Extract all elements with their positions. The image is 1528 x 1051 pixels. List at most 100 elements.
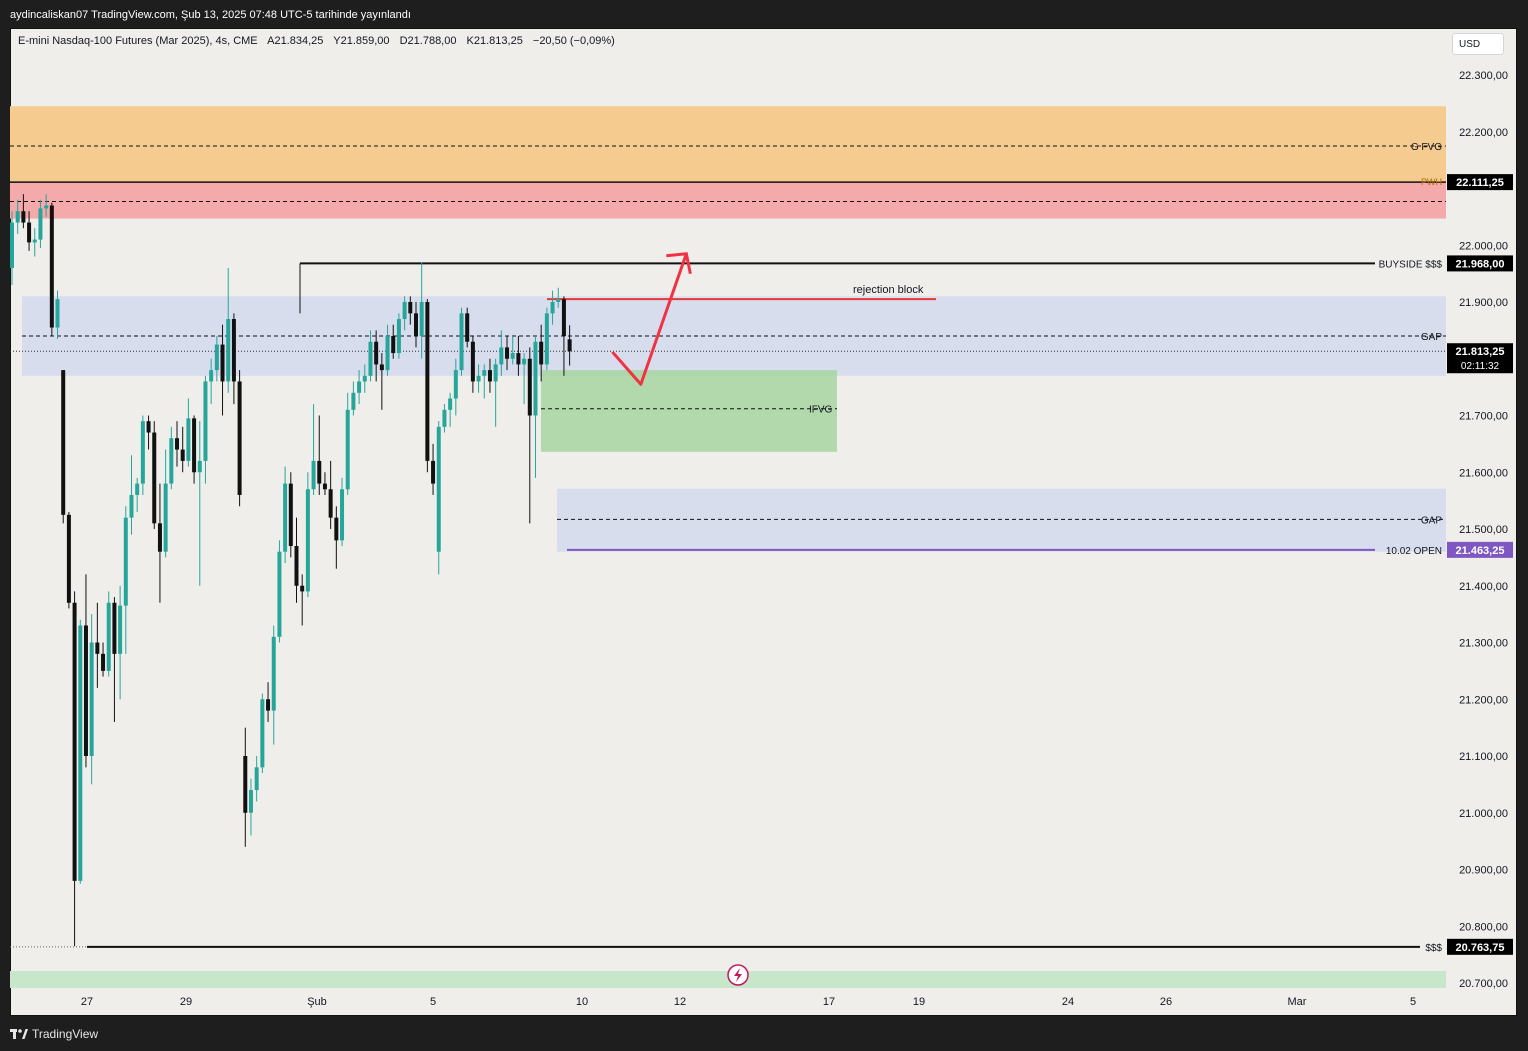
x-tick-label: Mar xyxy=(1288,996,1307,1008)
candle-9 xyxy=(61,370,66,524)
currency-button[interactable]: USD xyxy=(1452,33,1504,55)
tradingview-logo-icon xyxy=(10,1029,28,1039)
candle-71 xyxy=(413,302,418,348)
candle-body xyxy=(527,358,532,416)
zone-2 xyxy=(10,182,1446,219)
candle-body xyxy=(49,205,54,328)
candle-63 xyxy=(368,330,373,382)
open-price-label: 21.463,25 xyxy=(1447,541,1513,558)
candlestick-chart[interactable]: rejection block G FVG GAP GAP IFVG PWH BUYSIDE… xyxy=(10,28,1517,1016)
countdown-text: 02:11:32 xyxy=(1461,361,1500,372)
candle-1 xyxy=(15,199,20,234)
candle-60 xyxy=(351,381,356,416)
candle-41 xyxy=(243,727,248,847)
rejection-block-label: rejection block xyxy=(853,284,924,296)
candle-59 xyxy=(345,392,350,495)
last-price-label-text: 21.813,25 xyxy=(1456,346,1505,358)
candle-body xyxy=(340,489,345,541)
candle-body xyxy=(505,347,510,359)
buyside-label: BUYSIDE $$$ xyxy=(1379,259,1443,270)
candle-35 xyxy=(209,358,214,405)
y-tick-label: 21.000,00 xyxy=(1459,808,1508,820)
x-tick-label: Şub xyxy=(307,996,327,1008)
candle-57 xyxy=(334,506,339,569)
gfvg-label: G FVG xyxy=(1411,142,1442,153)
buyside-price-label: 21.968,00 xyxy=(1447,255,1513,272)
candle-body xyxy=(516,353,521,365)
candle-22 xyxy=(135,477,140,512)
legend-change: −20,50 (−0,09%) xyxy=(532,35,615,47)
y-tick-label: 21.100,00 xyxy=(1459,751,1508,763)
candle-body xyxy=(317,460,322,484)
candle-body xyxy=(408,302,413,314)
candle-body xyxy=(567,339,572,352)
candle-body xyxy=(391,336,396,354)
y-tick-label: 21.600,00 xyxy=(1459,467,1508,479)
candle-93 xyxy=(539,324,544,382)
candle-14 xyxy=(89,614,94,785)
candle-38 xyxy=(226,267,231,393)
y-tick-label: 21.400,00 xyxy=(1459,581,1508,593)
candle-73 xyxy=(425,299,430,473)
candle-body xyxy=(544,313,549,365)
legend-open: A21.834,25 xyxy=(267,35,324,47)
candle-26 xyxy=(157,483,162,603)
candle-23 xyxy=(140,415,145,495)
candle-body xyxy=(38,208,43,240)
candle-body xyxy=(140,421,145,484)
candle-5 xyxy=(38,199,43,249)
candle-85 xyxy=(493,358,498,427)
bottom-strip xyxy=(10,971,1446,988)
candle-29 xyxy=(175,421,180,467)
candle-body xyxy=(112,602,117,654)
candle-body xyxy=(436,426,441,552)
x-tick-label: 27 xyxy=(81,996,93,1008)
candle-16 xyxy=(101,642,106,677)
candle-body xyxy=(368,341,373,376)
candle-body xyxy=(231,319,236,382)
candle-34 xyxy=(203,375,208,484)
buyside-price-label-text: 21.968,00 xyxy=(1456,258,1505,270)
candle-body xyxy=(78,625,83,881)
y-tick-label: 21.300,00 xyxy=(1459,638,1508,650)
projection-arrowhead xyxy=(666,252,692,275)
candle-body xyxy=(334,517,339,541)
replay-icon-bolt xyxy=(734,968,742,982)
sellside-price-label-bg xyxy=(1447,938,1513,955)
pwh-price-label: 22.111,25 xyxy=(1447,174,1513,191)
candle-body xyxy=(175,438,180,450)
x-tick-label: 19 xyxy=(913,996,925,1008)
candle-72 xyxy=(419,262,424,359)
candle-81 xyxy=(470,336,475,393)
y-tick-label: 22.300,00 xyxy=(1459,70,1508,82)
candle-body xyxy=(413,313,418,337)
candle-25 xyxy=(152,421,157,529)
candle-body xyxy=(237,381,242,495)
candle-80 xyxy=(465,307,470,348)
candle-43 xyxy=(254,756,259,802)
footer-brand[interactable]: TradingView xyxy=(10,1024,98,1044)
candle-37 xyxy=(220,324,225,416)
legend-low: D21.788,00 xyxy=(399,35,457,47)
candle-90 xyxy=(522,353,527,405)
x-tick-label: 5 xyxy=(430,996,436,1008)
y-tick-label: 20.800,00 xyxy=(1459,921,1508,933)
candle-body xyxy=(487,370,492,382)
candle-62 xyxy=(362,364,367,393)
candle-76 xyxy=(442,404,447,433)
candle-50 xyxy=(294,517,299,603)
candle-46 xyxy=(271,625,276,745)
x-tick-label: 10 xyxy=(576,996,588,1008)
x-tick-label: 5 xyxy=(1410,996,1416,1008)
candle-58 xyxy=(340,477,345,547)
candle-body xyxy=(470,341,475,382)
candle-body xyxy=(152,432,157,524)
candle-body xyxy=(106,602,111,671)
candle-body xyxy=(186,418,191,461)
candle-77 xyxy=(448,392,453,427)
candle-83 xyxy=(482,364,487,399)
projection-arrow xyxy=(611,253,688,386)
candle-4 xyxy=(32,228,37,257)
candle-body xyxy=(254,767,259,791)
legend-close: K21.813,25 xyxy=(466,35,523,47)
